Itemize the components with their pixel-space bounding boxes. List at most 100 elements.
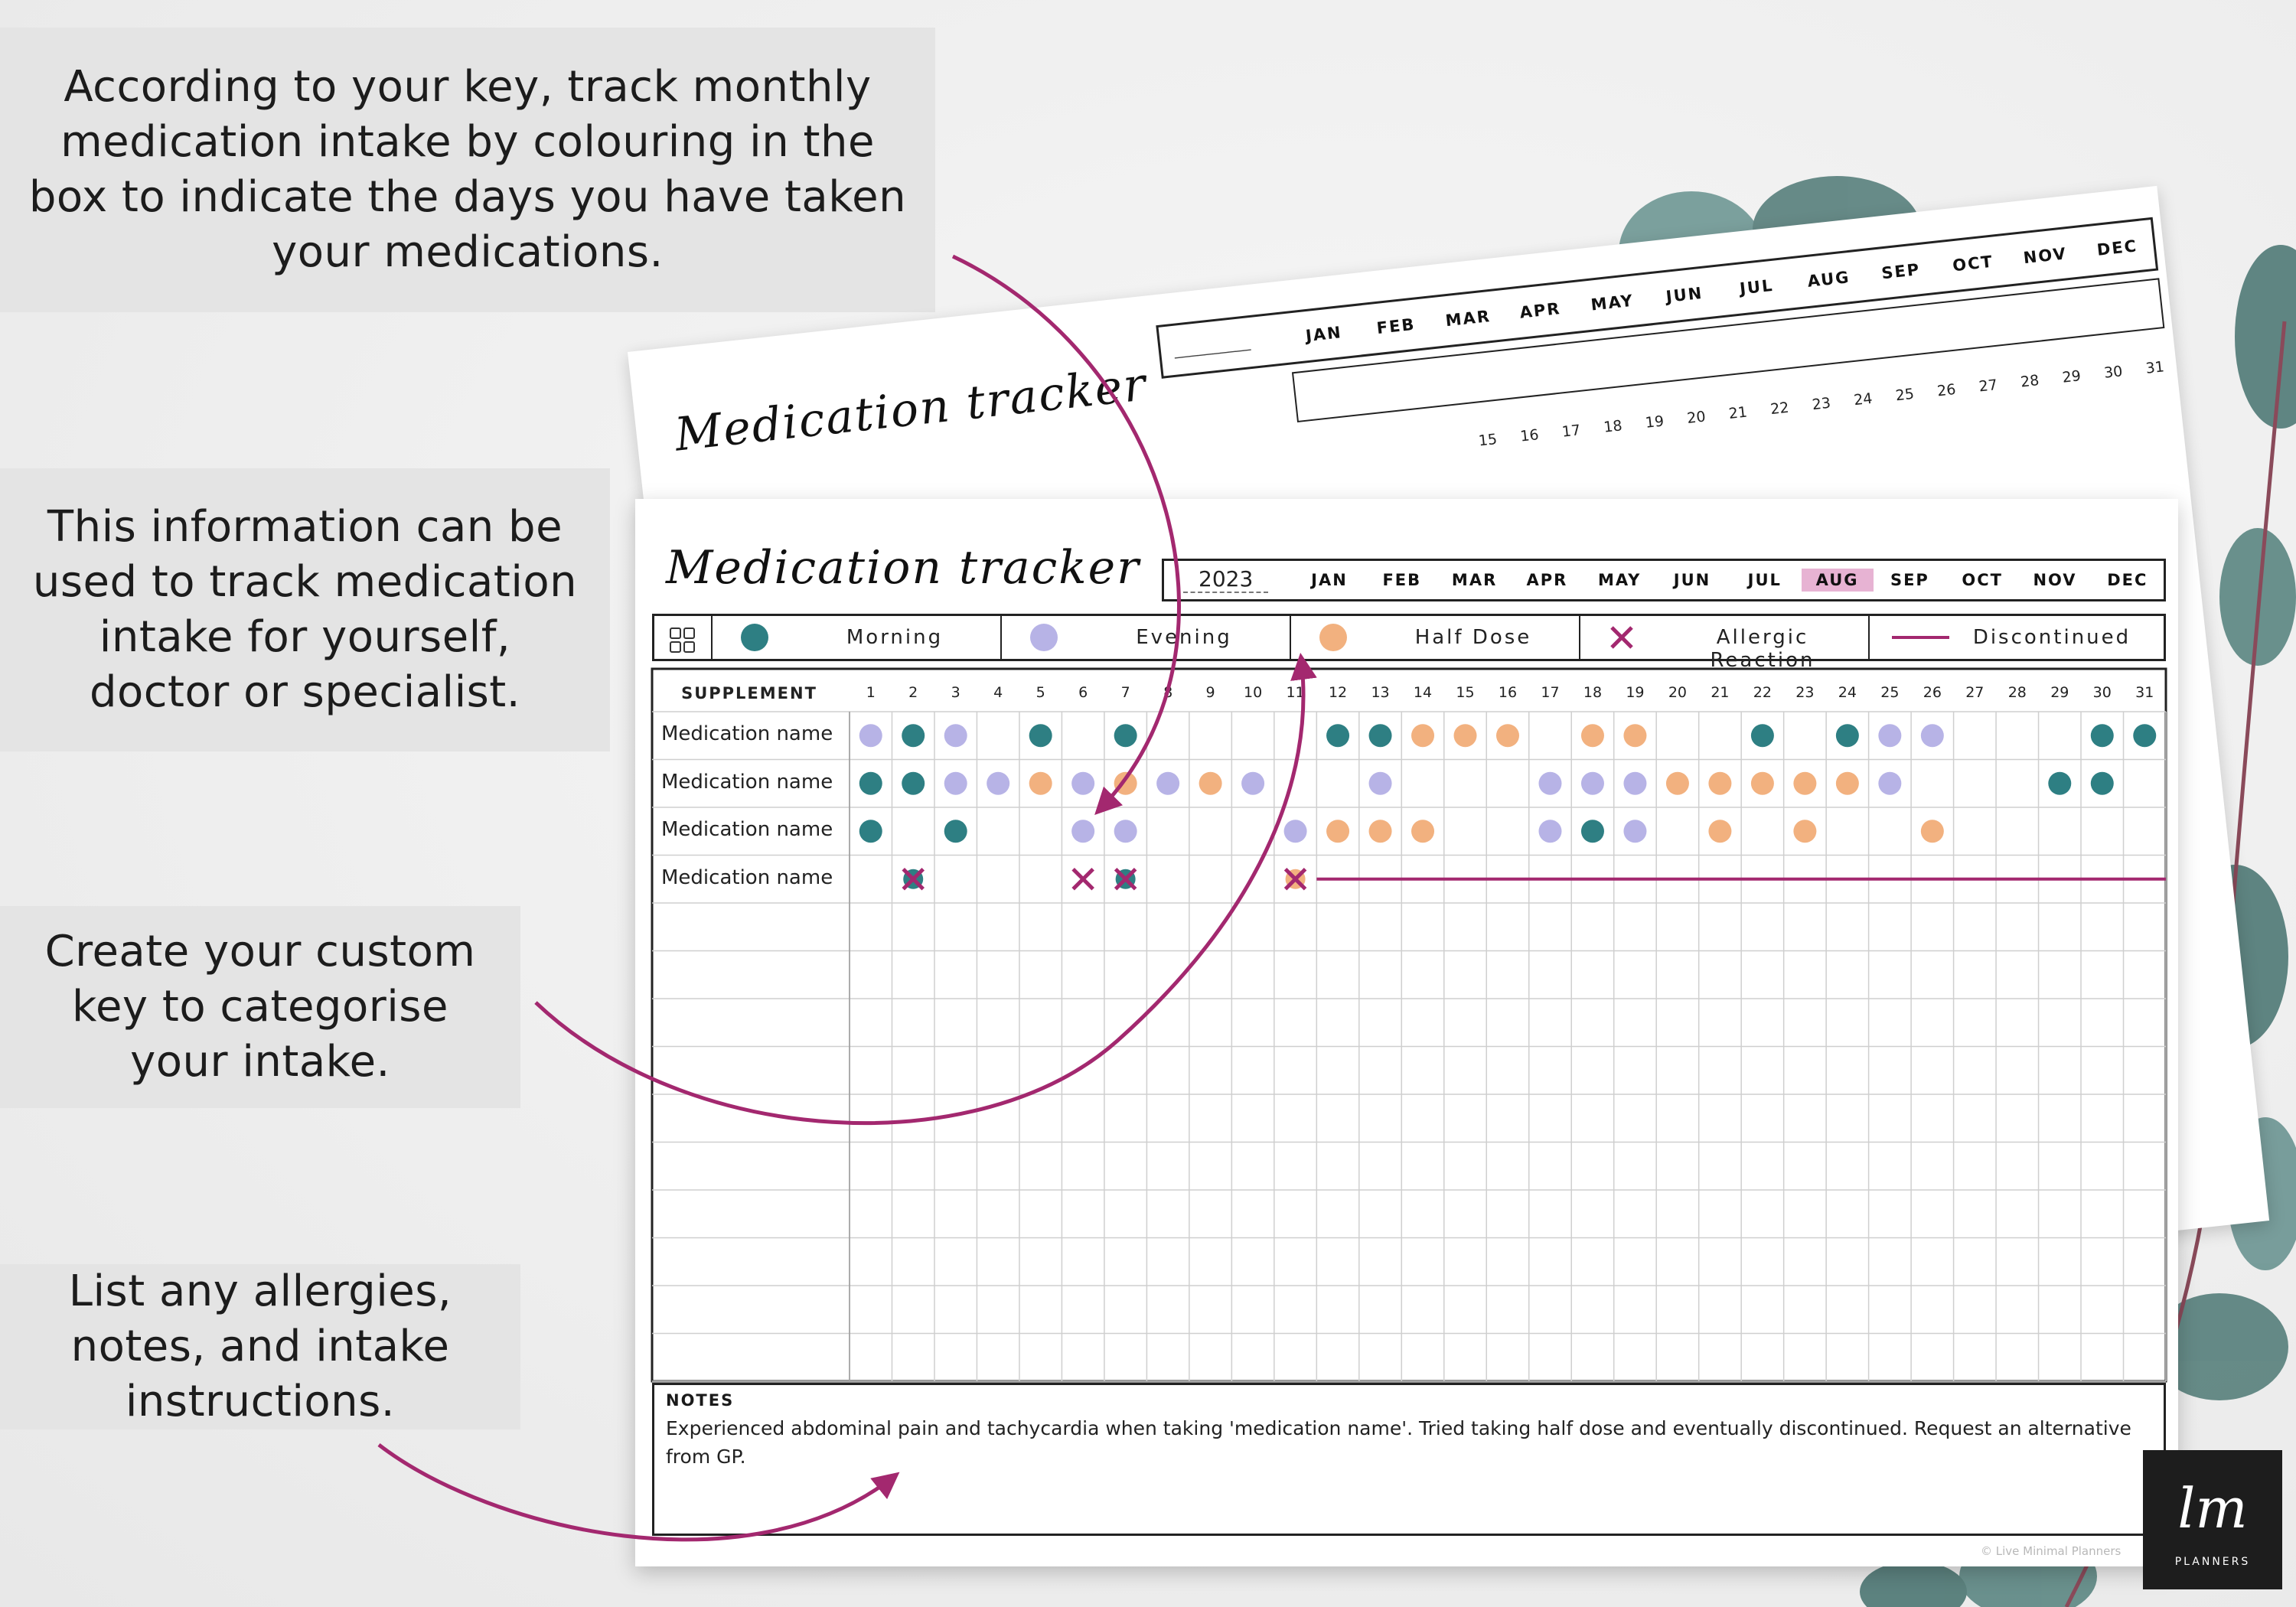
tracker-grid: [651, 667, 2167, 1383]
allergic-cross-day-2[interactable]: [902, 867, 925, 891]
dose-mark-day-17[interactable]: [1538, 820, 1562, 843]
day-header-30: 30: [2092, 684, 2112, 701]
dose-mark-day-22[interactable]: [1750, 771, 1774, 795]
dose-mark-day-2[interactable]: [902, 771, 925, 795]
dose-mark-day-10[interactable]: [1241, 771, 1265, 795]
month-oct[interactable]: OCT: [1962, 571, 2003, 589]
callout-track-monthly: According to your key, track monthly med…: [0, 28, 935, 312]
day-header-13: 13: [1371, 684, 1390, 701]
medication-name-1[interactable]: Medication name: [661, 722, 833, 745]
dose-mark-day-23[interactable]: [1793, 771, 1817, 795]
dose-mark-day-26[interactable]: [1920, 724, 1944, 748]
dose-mark-day-30[interactable]: [2090, 724, 2114, 748]
dose-mark-day-25[interactable]: [1878, 771, 1902, 795]
dose-mark-day-1[interactable]: [859, 820, 882, 843]
dose-mark-day-19[interactable]: [1623, 820, 1647, 843]
dose-mark-day-19[interactable]: [1623, 724, 1647, 748]
month-jul[interactable]: JUL: [1747, 571, 1782, 589]
day-header-26: 26: [1923, 684, 1942, 701]
dose-mark-day-5[interactable]: [1029, 724, 1052, 748]
dose-mark-day-14[interactable]: [1411, 724, 1435, 748]
dose-mark-day-25[interactable]: [1878, 724, 1902, 748]
dose-mark-day-18[interactable]: [1580, 724, 1604, 748]
cross-icon: [1610, 626, 1633, 649]
dose-mark-day-13[interactable]: [1368, 820, 1392, 843]
dose-mark-day-24[interactable]: [1835, 771, 1859, 795]
dose-mark-day-3[interactable]: [944, 771, 967, 795]
day-header-11: 11: [1286, 684, 1305, 701]
day-header-5: 5: [1035, 684, 1045, 701]
dose-mark-day-7[interactable]: [1114, 820, 1137, 843]
dose-mark-day-22[interactable]: [1750, 724, 1774, 748]
notes-text[interactable]: Experienced abdominal pain and tachycard…: [666, 1417, 2131, 1468]
dose-mark-day-11[interactable]: [1283, 820, 1307, 843]
dose-mark-day-12[interactable]: [1326, 820, 1350, 843]
dose-mark-day-26[interactable]: [1920, 820, 1944, 843]
dose-mark-day-23[interactable]: [1793, 820, 1817, 843]
dose-mark-day-8[interactable]: [1156, 771, 1180, 795]
allergic-cross-day-11[interactable]: [1283, 867, 1307, 891]
dose-mark-day-16[interactable]: [1496, 724, 1519, 748]
key-box: [652, 614, 2166, 661]
allergic-cross-day-6[interactable]: [1071, 867, 1094, 891]
month-jan[interactable]: JAN: [1311, 571, 1348, 589]
dose-mark-day-19[interactable]: [1623, 771, 1647, 795]
month-aug[interactable]: AUG: [1801, 569, 1874, 592]
dose-mark-day-30[interactable]: [2090, 771, 2114, 795]
dose-mark-day-18[interactable]: [1580, 771, 1604, 795]
day-header-16: 16: [1498, 684, 1518, 701]
day-header-9: 9: [1205, 684, 1215, 701]
month-dec[interactable]: DEC: [2107, 571, 2148, 589]
day-header-20: 20: [1668, 684, 1688, 701]
dose-mark-day-13[interactable]: [1368, 724, 1392, 748]
arrow-to-grid: [951, 254, 1181, 816]
month-jun[interactable]: JUN: [1673, 571, 1711, 589]
dose-mark-day-29[interactable]: [2048, 771, 2072, 795]
dose-mark-day-3[interactable]: [944, 724, 967, 748]
dose-mark-day-12[interactable]: [1326, 724, 1350, 748]
supplement-header: SUPPLEMENT: [681, 684, 817, 702]
day-header-27: 27: [1965, 684, 1985, 701]
dose-mark-day-4[interactable]: [987, 771, 1010, 795]
dose-mark-day-17[interactable]: [1538, 771, 1562, 795]
dose-mark-day-20[interactable]: [1665, 771, 1689, 795]
month-nov[interactable]: NOV: [2033, 571, 2077, 589]
dose-mark-day-7[interactable]: [1114, 724, 1137, 748]
year-value[interactable]: 2023: [1183, 566, 1269, 593]
dose-mark-day-6[interactable]: [1071, 820, 1095, 843]
front-tracker-sheet: Medication tracker 2023 JAN FEB MAR APR MAY J…: [635, 499, 2178, 1566]
month-selector: [1162, 559, 2166, 601]
dose-mark-day-21[interactable]: [1708, 820, 1732, 843]
dose-mark-day-9[interactable]: [1199, 771, 1222, 795]
dose-mark-day-14[interactable]: [1411, 820, 1435, 843]
month-feb[interactable]: FEB: [1382, 571, 1422, 589]
key-label-morning: Morning: [846, 626, 944, 649]
dose-mark-day-21[interactable]: [1708, 771, 1732, 795]
allergic-cross-day-7[interactable]: [1114, 867, 1137, 891]
month-mar[interactable]: MAR: [1451, 571, 1498, 589]
month-apr[interactable]: APR: [1526, 571, 1568, 589]
dose-mark-day-13[interactable]: [1368, 771, 1392, 795]
month-may[interactable]: MAY: [1598, 571, 1642, 589]
dose-mark-day-24[interactable]: [1835, 724, 1859, 748]
key-label-discontinued: Discontinued: [1972, 626, 2131, 649]
dose-mark-day-2[interactable]: [902, 724, 925, 748]
dose-mark-day-1[interactable]: [859, 724, 882, 748]
dose-mark-day-3[interactable]: [944, 820, 967, 843]
dose-mark-day-18[interactable]: [1580, 820, 1604, 843]
callout-used-for: This information can be used to track me…: [0, 468, 610, 751]
sheet-title: Medication tracker: [666, 541, 1140, 595]
month-sep[interactable]: SEP: [1890, 571, 1929, 589]
dose-mark-day-1[interactable]: [859, 771, 882, 795]
dose-mark-day-31[interactable]: [2133, 724, 2157, 748]
day-header-12: 12: [1328, 684, 1348, 701]
day-header-29: 29: [2050, 684, 2069, 701]
notes-title: NOTES: [666, 1391, 735, 1410]
medication-name-4[interactable]: Medication name: [661, 865, 833, 889]
medication-name-2[interactable]: Medication name: [661, 770, 833, 794]
medication-name-3[interactable]: Medication name: [661, 818, 833, 841]
day-header-4: 4: [993, 684, 1003, 701]
dose-mark-day-15[interactable]: [1453, 724, 1477, 748]
dose-mark-day-6[interactable]: [1071, 771, 1095, 795]
dose-mark-day-5[interactable]: [1029, 771, 1052, 795]
